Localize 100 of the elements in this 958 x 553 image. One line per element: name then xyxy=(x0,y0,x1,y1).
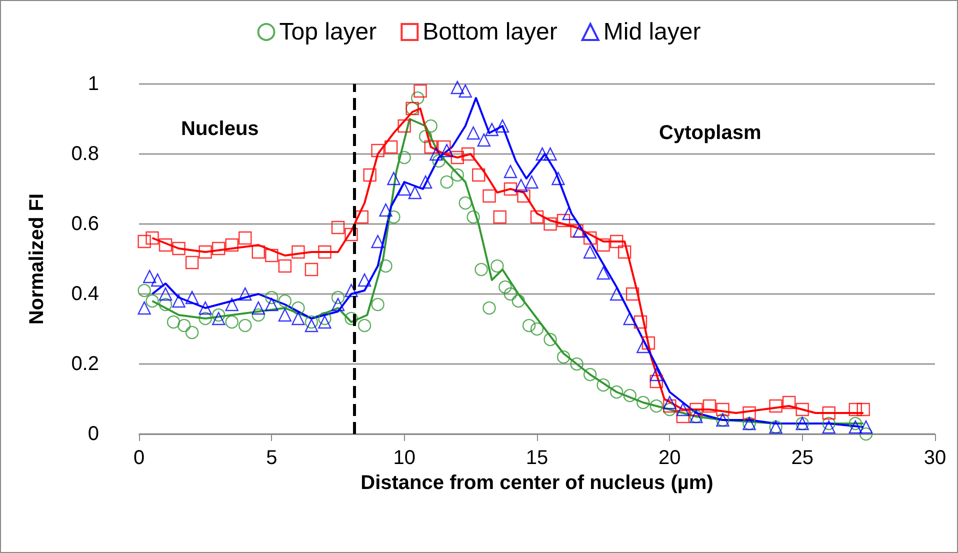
legend-label: Bottom layer xyxy=(422,18,558,46)
point xyxy=(490,259,504,273)
point xyxy=(636,396,650,410)
x-tick-label: 5 xyxy=(266,447,278,469)
point xyxy=(522,318,536,332)
point xyxy=(450,150,464,164)
point xyxy=(185,290,199,304)
point xyxy=(143,270,156,284)
point xyxy=(636,340,650,354)
point xyxy=(212,308,226,322)
point xyxy=(265,298,278,312)
point xyxy=(430,147,443,161)
point xyxy=(166,315,180,329)
point xyxy=(466,126,480,140)
point xyxy=(618,245,632,259)
point xyxy=(384,140,398,154)
point xyxy=(822,420,836,434)
point xyxy=(292,312,305,326)
point xyxy=(514,178,528,192)
y-tick-label: 1 xyxy=(88,73,99,95)
point xyxy=(482,301,496,315)
point xyxy=(418,175,432,189)
point xyxy=(278,308,292,322)
x-tick-label: 15 xyxy=(526,447,548,469)
point xyxy=(138,284,151,298)
point xyxy=(517,189,530,203)
point xyxy=(782,396,796,410)
point xyxy=(663,396,676,410)
annotation: Nucleus xyxy=(181,118,259,140)
legend-label: Top layer xyxy=(279,18,377,46)
x-tick-label: 20 xyxy=(658,447,681,469)
point xyxy=(318,312,332,326)
point xyxy=(676,410,690,424)
point xyxy=(252,245,265,259)
point xyxy=(583,368,597,382)
point xyxy=(418,130,432,144)
point xyxy=(716,402,730,416)
point xyxy=(238,231,252,245)
point xyxy=(355,210,368,224)
point xyxy=(252,308,265,322)
x-tick-label: 0 xyxy=(133,447,145,469)
point xyxy=(344,312,358,326)
point xyxy=(252,301,265,315)
point xyxy=(822,406,836,420)
point xyxy=(146,231,159,245)
point xyxy=(265,248,278,262)
point xyxy=(158,238,172,252)
point xyxy=(438,140,451,154)
y-tick-label: 0.4 xyxy=(71,283,99,305)
point xyxy=(138,234,151,248)
point xyxy=(856,402,870,416)
point xyxy=(387,210,400,224)
point xyxy=(292,301,305,315)
point xyxy=(504,182,518,196)
point xyxy=(265,290,278,304)
point xyxy=(466,210,480,224)
point xyxy=(371,298,384,312)
point xyxy=(450,168,464,182)
point xyxy=(185,326,199,340)
point xyxy=(398,150,411,164)
point xyxy=(650,368,663,382)
point xyxy=(387,172,400,186)
point xyxy=(424,140,438,154)
point xyxy=(525,175,538,189)
point xyxy=(562,206,576,220)
annotation: Cytoplasm xyxy=(659,122,762,144)
point xyxy=(848,420,862,434)
y-tick-label: 0.6 xyxy=(71,213,99,235)
point xyxy=(474,262,488,276)
point xyxy=(304,318,318,332)
point xyxy=(158,298,172,312)
point xyxy=(238,287,252,301)
x-tick-label: 30 xyxy=(924,447,946,469)
point xyxy=(318,245,332,259)
point xyxy=(138,301,151,315)
point xyxy=(530,210,544,224)
point xyxy=(379,203,392,217)
point xyxy=(458,84,472,98)
point xyxy=(596,378,610,392)
point xyxy=(544,217,557,231)
point xyxy=(424,119,438,133)
point xyxy=(304,262,318,276)
point xyxy=(572,224,586,238)
point xyxy=(530,322,544,336)
point xyxy=(440,175,454,189)
x-tick-label: 10 xyxy=(393,447,416,469)
point xyxy=(150,273,164,287)
point xyxy=(198,312,212,326)
point xyxy=(556,350,570,364)
point xyxy=(318,315,332,329)
point xyxy=(398,119,411,133)
point xyxy=(432,154,446,168)
point xyxy=(512,294,526,308)
point xyxy=(304,315,318,329)
point xyxy=(676,402,690,416)
point xyxy=(172,294,186,308)
x-tick-label: 25 xyxy=(791,447,814,469)
point xyxy=(583,245,597,259)
point xyxy=(331,298,345,312)
point xyxy=(496,119,510,133)
